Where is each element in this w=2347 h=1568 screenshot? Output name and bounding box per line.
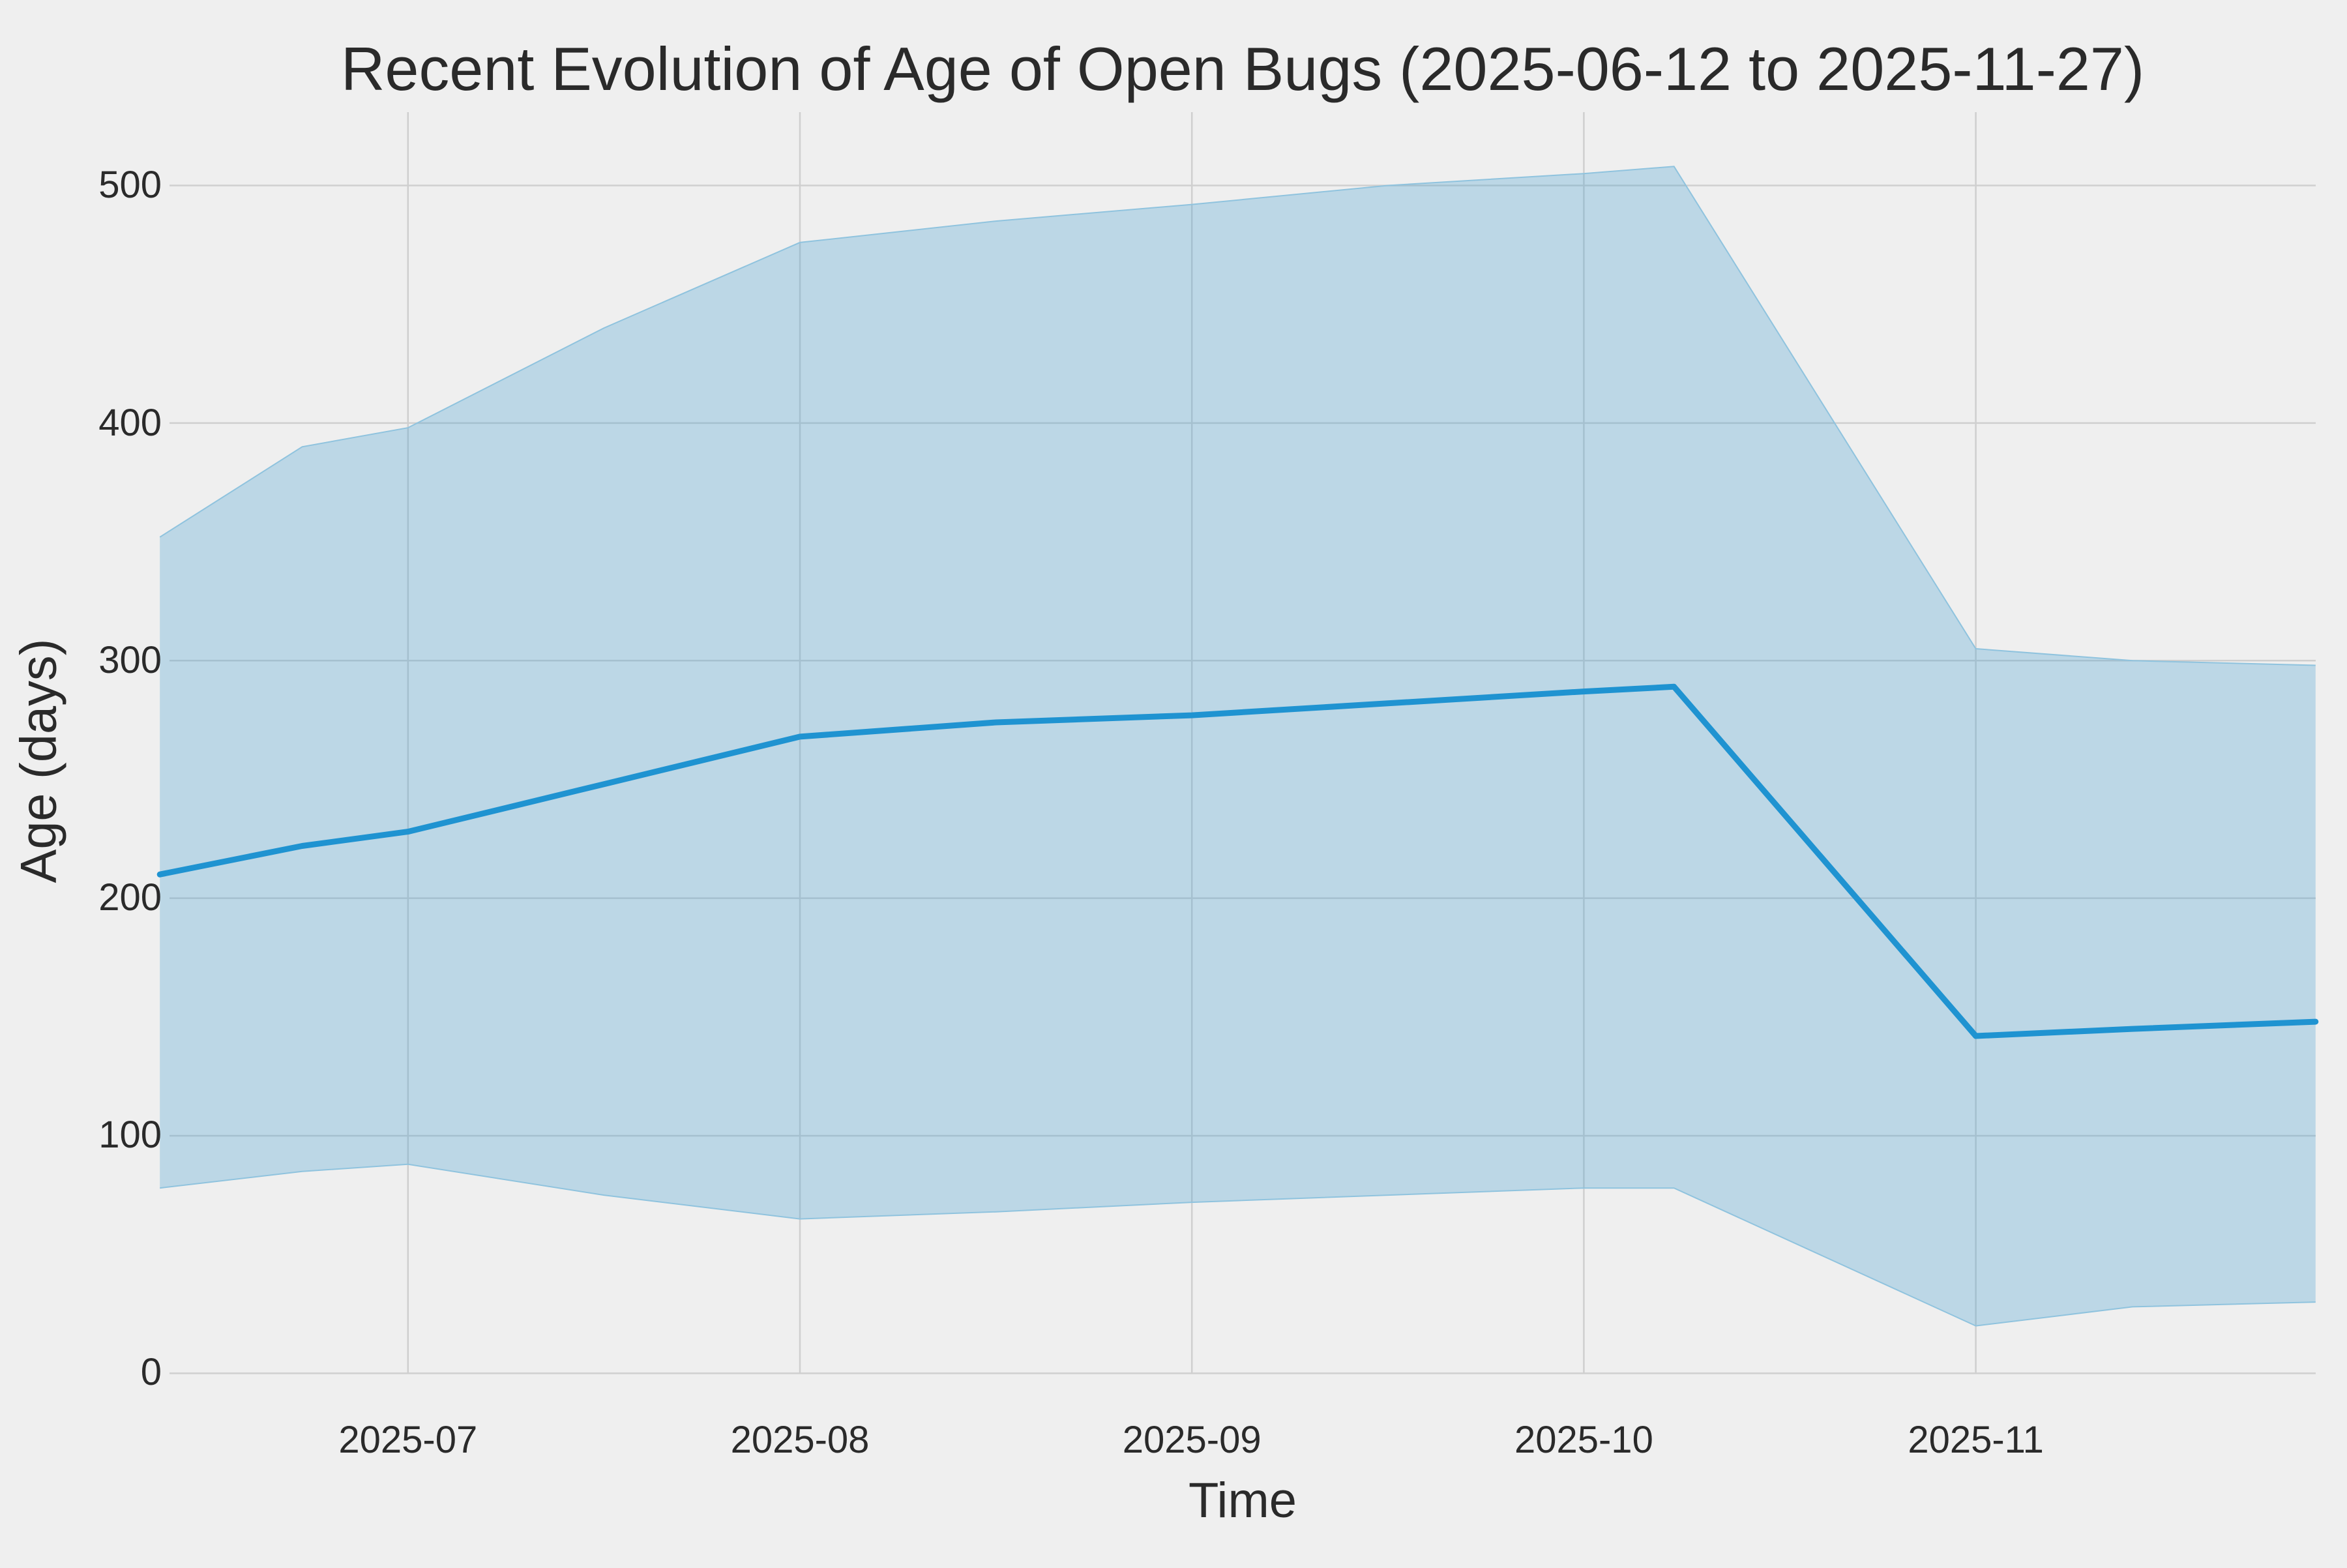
svg-text:500: 500 (98, 164, 162, 206)
svg-text:2025-08: 2025-08 (731, 1419, 870, 1461)
svg-text:0: 0 (141, 1351, 162, 1393)
svg-text:100: 100 (98, 1114, 162, 1156)
svg-text:200: 200 (98, 876, 162, 919)
svg-text:2025-07: 2025-07 (338, 1419, 477, 1461)
svg-text:300: 300 (98, 639, 162, 681)
svg-text:400: 400 (98, 402, 162, 444)
svg-text:2025-10: 2025-10 (1514, 1419, 1653, 1461)
svg-text:2025-09: 2025-09 (1123, 1419, 1262, 1461)
svg-text:2025-11: 2025-11 (1908, 1419, 2044, 1461)
